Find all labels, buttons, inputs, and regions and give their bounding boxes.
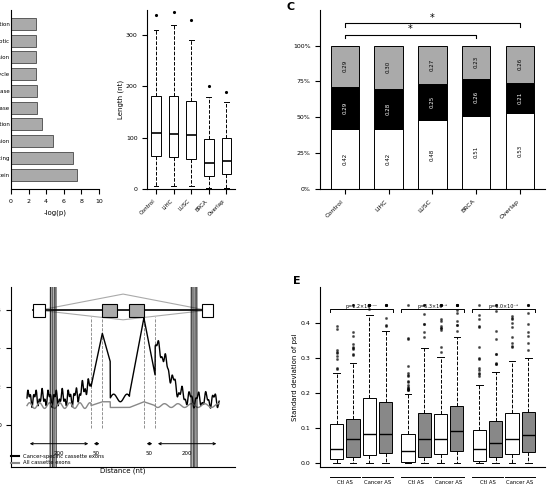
PathPatch shape [222, 138, 231, 174]
Text: 0.42: 0.42 [386, 153, 391, 165]
Bar [11, 119, 42, 130]
Text: 200: 200 [182, 451, 192, 456]
Text: 0.51: 0.51 [474, 146, 478, 158]
Text: p=1.2×10⁻¹⁷: p=1.2×10⁻¹⁷ [345, 304, 377, 309]
Text: 50: 50 [146, 451, 153, 456]
Text: 0.27: 0.27 [430, 59, 435, 71]
Bar [11, 18, 36, 30]
PathPatch shape [505, 413, 519, 454]
PathPatch shape [204, 139, 213, 176]
PathPatch shape [489, 421, 502, 456]
Bar [34, 304, 45, 317]
X-axis label: Distance (nt): Distance (nt) [100, 468, 146, 474]
Bar [462, 116, 491, 189]
Bar [331, 129, 359, 189]
X-axis label: -log(p): -log(p) [43, 209, 67, 216]
Bar [11, 102, 37, 114]
Bar [506, 83, 534, 113]
Legend: Cancer-specific cassette exons, All cassette exons: Cancer-specific cassette exons, All cass… [9, 451, 107, 468]
Bar [11, 135, 53, 147]
Text: 50: 50 [93, 451, 100, 456]
Text: Ctl AS: Ctl AS [337, 480, 353, 485]
Bar [418, 84, 447, 120]
Text: 0.26: 0.26 [474, 91, 478, 103]
Bar [462, 46, 491, 79]
Text: 0.42: 0.42 [342, 153, 347, 165]
Text: 0.30: 0.30 [386, 61, 391, 73]
Text: 0.28: 0.28 [386, 103, 391, 115]
Text: 0.25: 0.25 [430, 96, 435, 108]
Bar [331, 46, 359, 87]
Text: Cancer AS: Cancer AS [507, 480, 534, 485]
PathPatch shape [362, 398, 376, 454]
Text: Ctl AS: Ctl AS [480, 480, 496, 485]
Bar [129, 304, 144, 317]
Text: 0.53: 0.53 [518, 145, 522, 157]
Text: *: * [408, 24, 413, 34]
Text: Cancer AS: Cancer AS [435, 480, 463, 485]
Text: 0.21: 0.21 [518, 92, 522, 104]
Bar [375, 129, 403, 189]
Text: 0.23: 0.23 [474, 56, 478, 68]
Bar [201, 304, 213, 317]
Text: 0.29: 0.29 [342, 102, 347, 114]
Text: C: C [287, 2, 295, 12]
PathPatch shape [186, 101, 196, 158]
Bar [331, 87, 359, 129]
Bar [102, 304, 117, 317]
Bar [375, 88, 403, 129]
Y-axis label: Standard deviation of psi: Standard deviation of psi [292, 333, 298, 421]
Bar [11, 52, 36, 64]
Bar [11, 35, 36, 47]
PathPatch shape [472, 430, 486, 461]
Text: 0.48: 0.48 [430, 148, 435, 160]
PathPatch shape [402, 434, 415, 462]
Text: 200: 200 [54, 451, 64, 456]
Y-axis label: Length (nt): Length (nt) [118, 80, 124, 119]
Text: 0.29: 0.29 [342, 60, 347, 72]
PathPatch shape [330, 424, 343, 459]
Text: Ctl AS: Ctl AS [408, 480, 424, 485]
Text: 0.26: 0.26 [518, 58, 522, 70]
PathPatch shape [151, 96, 161, 156]
PathPatch shape [169, 96, 178, 157]
Bar [375, 46, 403, 88]
Bar [506, 46, 534, 83]
Bar [11, 68, 36, 80]
Bar [418, 120, 447, 189]
Text: A: A [0, 0, 4, 1]
Text: B: B [111, 0, 119, 1]
Text: *: * [430, 13, 435, 23]
PathPatch shape [346, 419, 360, 457]
PathPatch shape [379, 402, 392, 453]
PathPatch shape [450, 405, 464, 451]
Text: p=6.0×10⁻⁶: p=6.0×10⁻⁶ [489, 304, 519, 309]
PathPatch shape [434, 414, 447, 454]
PathPatch shape [417, 413, 431, 456]
Bar [11, 152, 73, 164]
Text: E: E [294, 276, 301, 286]
Text: p=5.3×10⁻⁶: p=5.3×10⁻⁶ [417, 304, 447, 309]
Bar [11, 169, 77, 181]
Text: Cancer AS: Cancer AS [364, 480, 391, 485]
Bar [462, 79, 491, 116]
PathPatch shape [521, 412, 535, 451]
Bar [11, 85, 37, 97]
Bar [506, 113, 534, 189]
Bar [418, 46, 447, 84]
